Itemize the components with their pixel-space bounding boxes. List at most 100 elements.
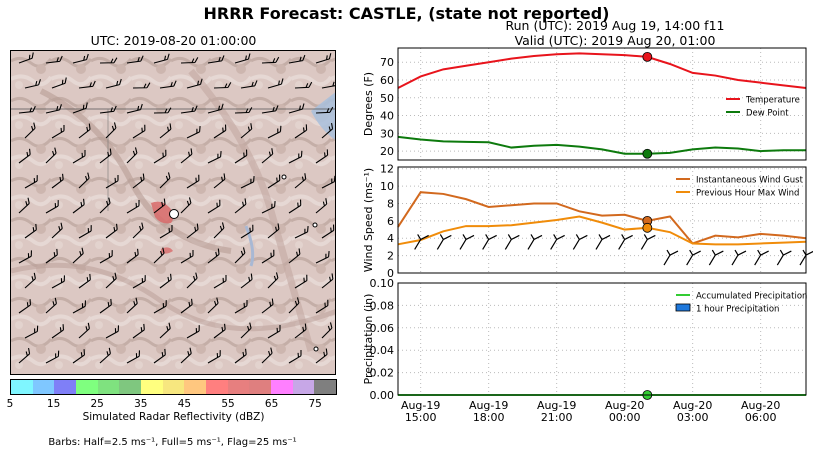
wind-barb (213, 173, 226, 189)
wind-barb (261, 298, 274, 314)
wind-barb (153, 107, 172, 114)
colorbar-segment (76, 380, 98, 394)
x-tick-label: 21:00 (541, 411, 573, 424)
wind-barb (267, 272, 279, 289)
colorbar-segment (119, 380, 142, 394)
map-title: UTC: 2019-08-20 01:00:00 (90, 33, 257, 48)
wind-barb (572, 234, 588, 250)
wind-barb (234, 53, 251, 64)
wind-barb (414, 234, 429, 250)
wind-barb (45, 55, 63, 64)
x-tick-label: 18:00 (473, 411, 505, 424)
wind-barb (72, 198, 85, 214)
wind-barb (321, 122, 334, 139)
wind-barb (159, 224, 173, 239)
wind-barb (126, 147, 138, 164)
wind-barb (45, 104, 62, 114)
wind-barb (45, 248, 58, 264)
reflectivity-colorbar (10, 379, 337, 395)
panel-3: 0.00 0.02 0.04 0.06 0.08 0.10 Precipitation (i… (362, 277, 807, 424)
radar-echo (151, 201, 174, 224)
colorbar-tick-label: 5 (6, 398, 14, 410)
wind-barb (321, 273, 334, 289)
wind-barb (24, 272, 36, 289)
wind-barb (132, 82, 151, 89)
wind-barb (78, 273, 91, 289)
wind-barb (294, 226, 309, 239)
legend: Temperature Dew Point (726, 96, 800, 119)
wind-barb (261, 347, 273, 364)
wind-barb (132, 173, 145, 189)
wind-barb (72, 149, 86, 164)
wind-barb (207, 55, 225, 64)
x-tick-label: Aug-20 (673, 399, 712, 412)
colorbar-tick-label: 65 (264, 398, 279, 410)
colorbar-segment (97, 380, 120, 394)
y-axis-label: Wind Speed (ms⁻¹) (362, 168, 375, 272)
wind-barb (240, 123, 253, 139)
wind-barb (186, 272, 198, 289)
wind-barb (105, 174, 119, 189)
wind-barb (776, 249, 792, 266)
wind-barb (321, 224, 335, 239)
colorbar-segment (162, 380, 185, 394)
wind-barb (72, 349, 86, 364)
wind-barb (99, 148, 112, 164)
wind-barb (51, 222, 63, 239)
run-time-label: Run (UTC): 2019 Aug 19, 14:00 f11 (505, 18, 725, 33)
wind-barb (180, 57, 199, 64)
wind-barb (294, 274, 308, 289)
wind-barb (640, 234, 656, 250)
wind-barb (78, 123, 91, 139)
colorbar-segment (271, 380, 293, 394)
y-tick-label: 12 (380, 163, 394, 176)
wind-barb (105, 223, 118, 239)
y-tick-label: 0.02 (370, 367, 395, 380)
wind-barb (105, 122, 117, 139)
colorbar-segment (227, 380, 250, 394)
colorbar-segment (314, 380, 337, 394)
wind-barb (99, 57, 118, 64)
wind-barb (132, 124, 146, 139)
wind-barb (267, 223, 280, 239)
wind-barb (261, 105, 279, 114)
wind-barb (315, 299, 329, 314)
y-tick-label: 2 (387, 250, 394, 263)
wind-barb (18, 52, 34, 64)
wind-barb (72, 247, 84, 264)
wind-barb (78, 172, 90, 189)
wind-barb (240, 80, 258, 89)
wind-barb (132, 275, 146, 289)
y-tick-label: 6 (387, 215, 394, 228)
panel-frame (397, 166, 807, 274)
wind-barb (315, 53, 332, 64)
wind-barb (153, 300, 167, 314)
wind-barb (315, 348, 328, 364)
wind-barb (180, 105, 198, 114)
legend-label: Previous Hour Max Wind (696, 189, 799, 199)
y-tick-label: 0.08 (370, 299, 395, 312)
x-tick-label: Aug-19 (537, 399, 576, 412)
current-value-marker (642, 222, 653, 233)
wind-barb (207, 248, 220, 264)
wind-barb (267, 125, 282, 139)
x-tick-label: 00:00 (609, 411, 641, 424)
y-tick-label: 70 (380, 56, 394, 69)
panel-frame (397, 47, 807, 161)
wind-barb (24, 325, 39, 339)
radar-map-canvas (11, 51, 335, 374)
wind-barb (261, 56, 280, 64)
wind-barb (686, 249, 701, 266)
colorbar-tick-label: 15 (46, 398, 61, 410)
colorbar-tick-label: 45 (177, 398, 192, 410)
wind-barb (288, 349, 302, 364)
y-tick-label: 0.06 (370, 322, 395, 335)
wind-barb (51, 173, 64, 189)
wind-barb (207, 151, 222, 164)
y-tick-label: 10 (380, 180, 394, 193)
wind-barb (45, 350, 60, 364)
wind-barb (180, 347, 192, 364)
wind-barb (105, 272, 117, 289)
wind-barb (126, 297, 138, 314)
